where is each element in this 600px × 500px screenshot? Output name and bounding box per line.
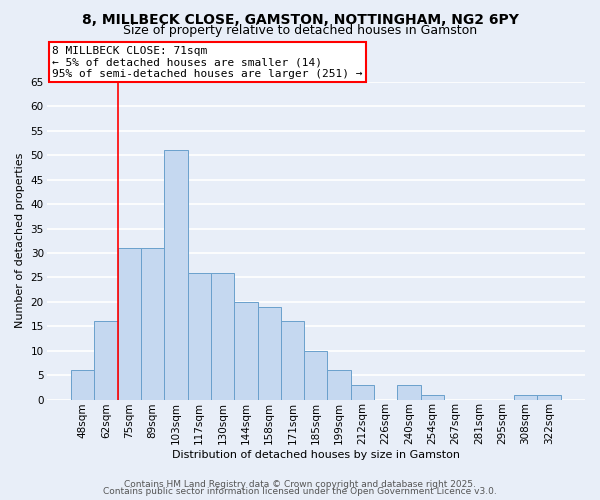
Bar — [514, 394, 537, 400]
Bar — [537, 394, 560, 400]
Bar — [234, 302, 257, 400]
Text: 8 MILLBECK CLOSE: 71sqm
← 5% of detached houses are smaller (14)
95% of semi-det: 8 MILLBECK CLOSE: 71sqm ← 5% of detached… — [52, 46, 362, 79]
Text: Contains public sector information licensed under the Open Government Licence v3: Contains public sector information licen… — [103, 487, 497, 496]
Bar — [257, 306, 281, 400]
Bar — [211, 272, 234, 400]
Bar — [304, 350, 328, 400]
Bar — [421, 394, 444, 400]
Bar — [164, 150, 188, 400]
Bar — [188, 272, 211, 400]
Text: Contains HM Land Registry data © Crown copyright and database right 2025.: Contains HM Land Registry data © Crown c… — [124, 480, 476, 489]
Bar — [397, 385, 421, 400]
Bar — [118, 248, 141, 400]
Text: Size of property relative to detached houses in Gamston: Size of property relative to detached ho… — [123, 24, 477, 37]
Bar — [71, 370, 94, 400]
X-axis label: Distribution of detached houses by size in Gamston: Distribution of detached houses by size … — [172, 450, 460, 460]
Bar — [281, 322, 304, 400]
Bar — [94, 322, 118, 400]
Bar — [141, 248, 164, 400]
Bar — [328, 370, 351, 400]
Text: 8, MILLBECK CLOSE, GAMSTON, NOTTINGHAM, NG2 6PY: 8, MILLBECK CLOSE, GAMSTON, NOTTINGHAM, … — [82, 12, 518, 26]
Bar — [351, 385, 374, 400]
Y-axis label: Number of detached properties: Number of detached properties — [15, 153, 25, 328]
